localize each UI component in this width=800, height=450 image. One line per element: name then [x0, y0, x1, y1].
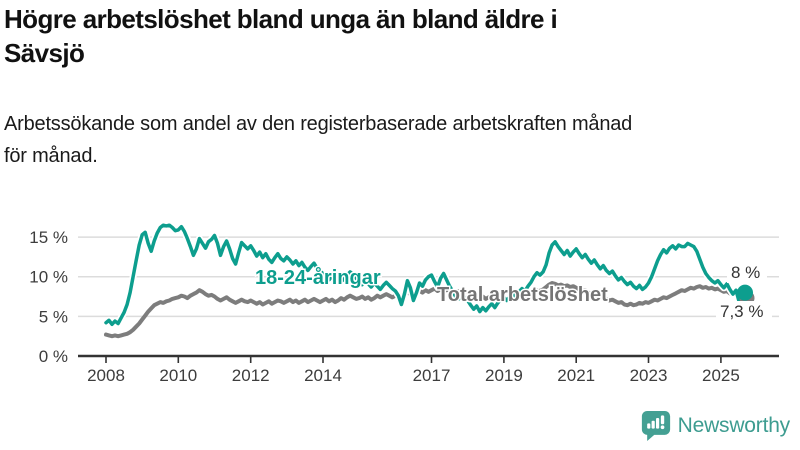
svg-text:2010: 2010 [159, 366, 197, 385]
svg-text:2021: 2021 [557, 366, 595, 385]
svg-text:2012: 2012 [232, 366, 270, 385]
svg-text:5 %: 5 % [39, 307, 68, 326]
svg-text:2025: 2025 [702, 366, 740, 385]
svg-text:0 %: 0 % [39, 347, 68, 366]
svg-text:2008: 2008 [87, 366, 125, 385]
svg-text:15 %: 15 % [29, 228, 68, 247]
svg-text:18-24-åringar: 18-24-åringar [255, 266, 381, 289]
chart-subtitle: Arbetssökande som andel av den registerb… [4, 113, 633, 167]
svg-text:7,3 %: 7,3 % [720, 302, 763, 321]
svg-text:2017: 2017 [413, 366, 451, 385]
newsworthy-brand-name: Newsworthy [677, 414, 791, 437]
newsworthy-logo: Newsworthy [641, 410, 790, 442]
svg-text:2014: 2014 [304, 366, 342, 385]
svg-text:8 %: 8 % [731, 263, 760, 282]
svg-text:2019: 2019 [485, 366, 523, 385]
svg-text:Total arbetslöshet: Total arbetslöshet [437, 284, 608, 306]
svg-text:2023: 2023 [630, 366, 668, 385]
chart-title: Högre arbetslöshet bland unga än bland ä… [4, 4, 558, 68]
svg-text:10 %: 10 % [29, 268, 68, 287]
newsworthy-chart-bubble-icon [641, 410, 671, 442]
